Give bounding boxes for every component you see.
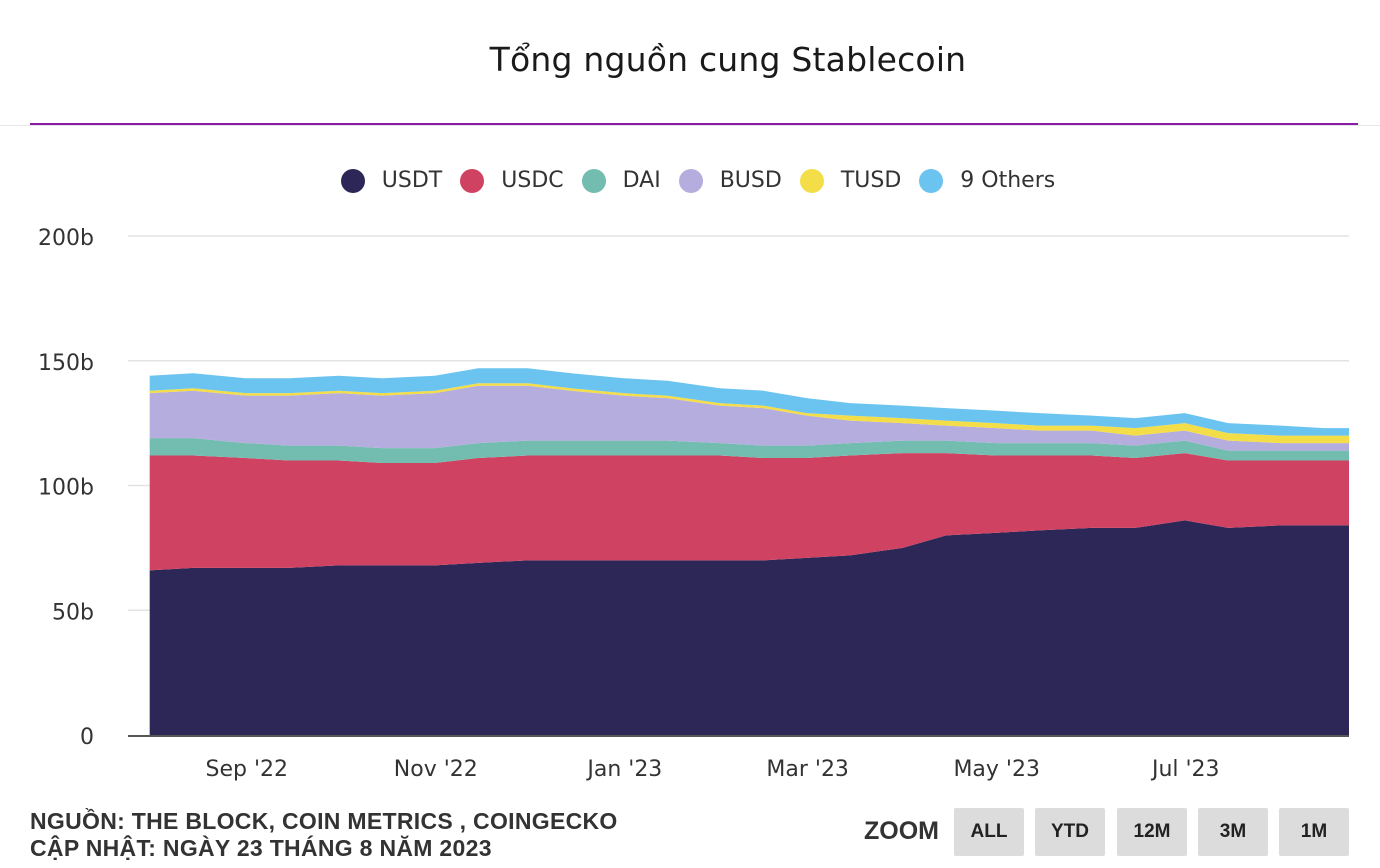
y-tick-label: 50b xyxy=(52,600,94,625)
area-busd xyxy=(149,385,1350,451)
zoom-ytd-button[interactable]: YTD xyxy=(1035,808,1105,856)
area-usdc xyxy=(149,453,1350,571)
legend-swatch xyxy=(581,168,606,193)
area-9-others xyxy=(149,368,1350,436)
legend-label: USDC xyxy=(501,168,564,193)
x-tick-label: Jul '23 xyxy=(1150,757,1220,782)
y-tick-label: 0 xyxy=(80,725,94,750)
legend-swatch xyxy=(919,168,944,193)
zoom-12m-button[interactable]: 12M xyxy=(1117,808,1187,856)
legend-item-9-others[interactable]: 9 Others xyxy=(919,168,1055,193)
x-tick-label: Nov '22 xyxy=(394,757,478,782)
legend-item-busd[interactable]: BUSD xyxy=(678,168,782,193)
legend-label: 9 Others xyxy=(960,168,1056,193)
zoom-3m-button[interactable]: 3M xyxy=(1198,808,1268,856)
source-text: NGUỒN: THE BLOCK, COIN METRICS , COINGEC… xyxy=(30,808,618,834)
legend-swatch xyxy=(460,168,485,193)
stacked-area-chart: 0 50b 100b 150b 200b Sep '22 Nov '22 Jan '23 Mar… xyxy=(38,226,1350,782)
legend-swatch xyxy=(799,168,824,193)
x-tick-label: Sep '22 xyxy=(206,757,289,782)
legend-label: TUSD xyxy=(840,168,902,193)
zoom-label: ZOOM xyxy=(864,817,939,845)
chart-legend: USDT USDC DAI BUSD TUSD 9 Others xyxy=(0,168,1380,193)
source-note: NGUỒN: THE BLOCK, COIN METRICS , COINGEC… xyxy=(30,808,618,862)
accent-divider xyxy=(30,123,1358,125)
y-tick-label: 150b xyxy=(38,351,94,376)
legend-item-dai[interactable]: DAI xyxy=(581,168,661,193)
updated-text: CẬP NHẬT: NGÀY 23 THÁNG 8 NĂM 2023 xyxy=(30,835,492,861)
legend-swatch xyxy=(678,168,703,193)
legend-label: BUSD xyxy=(719,168,782,193)
x-tick-label: Mar '23 xyxy=(766,757,849,782)
legend-item-usdc[interactable]: USDC xyxy=(460,168,564,193)
legend-item-usdt[interactable]: USDT xyxy=(340,168,443,193)
area-dai xyxy=(149,438,1350,464)
area-usdt xyxy=(149,520,1350,735)
legend-swatch xyxy=(340,168,365,193)
zoom-1m-button[interactable]: 1M xyxy=(1279,808,1349,856)
chart-title: Tổng nguồn cung Stablecoin xyxy=(489,40,967,79)
zoom-all-button[interactable]: ALL xyxy=(954,808,1024,856)
y-tick-label: 200b xyxy=(38,226,94,251)
area-tusd xyxy=(149,383,1350,444)
legend-label: DAI xyxy=(622,168,661,193)
x-tick-label: May '23 xyxy=(953,757,1040,782)
legend-label: USDT xyxy=(381,168,443,193)
header-divider xyxy=(0,125,1380,126)
y-tick-label: 100b xyxy=(38,476,94,501)
legend-item-tusd[interactable]: TUSD xyxy=(799,168,902,193)
x-tick-label: Jan '23 xyxy=(585,757,662,782)
